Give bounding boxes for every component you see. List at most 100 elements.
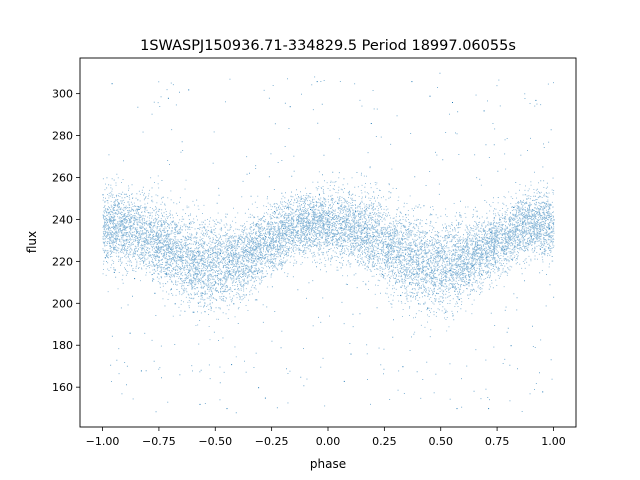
scatter-point — [386, 244, 388, 246]
scatter-point — [237, 240, 239, 242]
scatter-point — [350, 353, 352, 355]
scatter-point — [542, 391, 544, 393]
scatter-point — [118, 202, 120, 204]
scatter-point — [337, 202, 338, 204]
scatter-point — [418, 303, 420, 305]
scatter-point — [328, 215, 329, 217]
x-tick-label: −0.25 — [255, 435, 289, 448]
scatter-point — [149, 223, 151, 225]
scatter-point — [129, 227, 131, 229]
scatter-points — [102, 72, 555, 414]
scatter-point — [289, 106, 291, 108]
scatter-point — [449, 269, 451, 271]
scatter-point — [391, 265, 393, 267]
scatter-point — [158, 240, 160, 242]
scatter-point — [404, 248, 406, 250]
scatter-point — [463, 248, 465, 250]
scatter-point — [553, 219, 555, 221]
scatter-point — [165, 273, 167, 275]
scatter-point — [535, 211, 537, 213]
scatter-point — [264, 397, 266, 399]
scatter-point — [411, 81, 413, 83]
scatter-point — [316, 81, 318, 83]
y-tick-label: 220 — [52, 255, 73, 268]
scatter-point — [485, 257, 487, 259]
scatter-point — [499, 219, 501, 221]
x-tick-label: 0.50 — [428, 435, 453, 448]
scatter-point — [521, 223, 523, 225]
x-tick-label: 1.00 — [541, 435, 566, 448]
scatter-point — [429, 95, 431, 97]
y-tick-label: 180 — [52, 339, 73, 352]
x-tick-label: −1.00 — [86, 435, 120, 448]
scatter-point — [503, 248, 505, 250]
scatter-point — [251, 265, 253, 267]
scatter-point — [346, 219, 347, 221]
y-tick-label: 260 — [52, 172, 73, 185]
scatter-point — [210, 307, 212, 309]
scatter-point — [458, 299, 460, 301]
scatter-point — [481, 273, 483, 275]
scatter-point — [226, 408, 228, 410]
scatter-point — [368, 261, 370, 263]
scatter-point — [201, 292, 203, 294]
scatter-point — [255, 223, 257, 225]
scatter-point — [300, 198, 302, 200]
scatter-point — [314, 244, 316, 246]
scatter-point — [282, 227, 284, 229]
scatter-point — [183, 282, 185, 284]
scatter-point — [517, 244, 519, 246]
scatter-point — [332, 236, 334, 238]
scatter-point-cloud — [102, 166, 555, 358]
scatter-point — [258, 387, 260, 389]
scatter-point — [440, 257, 442, 259]
scatter-point — [467, 282, 469, 284]
scatter-point — [197, 250, 199, 252]
scatter-point — [287, 206, 289, 208]
scatter-point — [111, 83, 113, 85]
x-axis-ticks: −1.00 −0.75 −0.50 −0.25 0.00 0.25 0.50 0.75 1.00 — [86, 427, 566, 448]
scatter-point — [188, 271, 190, 273]
scatter-point — [395, 257, 397, 259]
y-tick-label: 240 — [52, 213, 73, 226]
scatter-point — [228, 261, 230, 263]
scatter-point — [323, 223, 325, 225]
scatter-point — [454, 290, 456, 292]
y-tick-label: 200 — [52, 297, 73, 310]
scatter-point — [510, 345, 512, 347]
x-tick-label: 0.25 — [372, 435, 397, 448]
scatter-point — [355, 211, 357, 213]
x-tick-label: 0.75 — [485, 435, 510, 448]
scatter-point — [296, 219, 298, 221]
scatter-point — [445, 311, 447, 313]
scatter-point — [548, 227, 550, 229]
scatter-point — [402, 366, 404, 368]
scatter-point — [512, 206, 514, 208]
scatter-point — [431, 278, 433, 280]
scatter-point — [273, 211, 275, 213]
scatter-point — [377, 253, 379, 254]
scatter-point — [456, 408, 458, 410]
x-tick-label: 0.00 — [316, 435, 341, 448]
scatter-point — [310, 209, 311, 210]
scatter-point — [113, 271, 115, 273]
scatter-point — [104, 257, 106, 259]
scatter-point — [109, 219, 111, 221]
scatter-point — [219, 253, 221, 254]
scatter-point — [233, 303, 235, 305]
scatter-point — [170, 248, 172, 250]
scatter-point — [246, 250, 248, 252]
scatter-point — [291, 240, 293, 242]
scatter-point — [278, 248, 280, 250]
scatter-point — [129, 332, 131, 334]
x-tick-label: −0.75 — [142, 435, 176, 448]
scatter-point — [264, 236, 266, 238]
scatter-point — [539, 248, 541, 250]
scatter-point — [508, 236, 510, 238]
scatter-point — [530, 236, 532, 238]
scatter-point — [427, 307, 429, 309]
scatter-point — [199, 403, 201, 405]
y-axis-ticks: 160 180 200 220 240 260 280 300 — [52, 88, 80, 394]
scatter-point — [400, 294, 402, 296]
